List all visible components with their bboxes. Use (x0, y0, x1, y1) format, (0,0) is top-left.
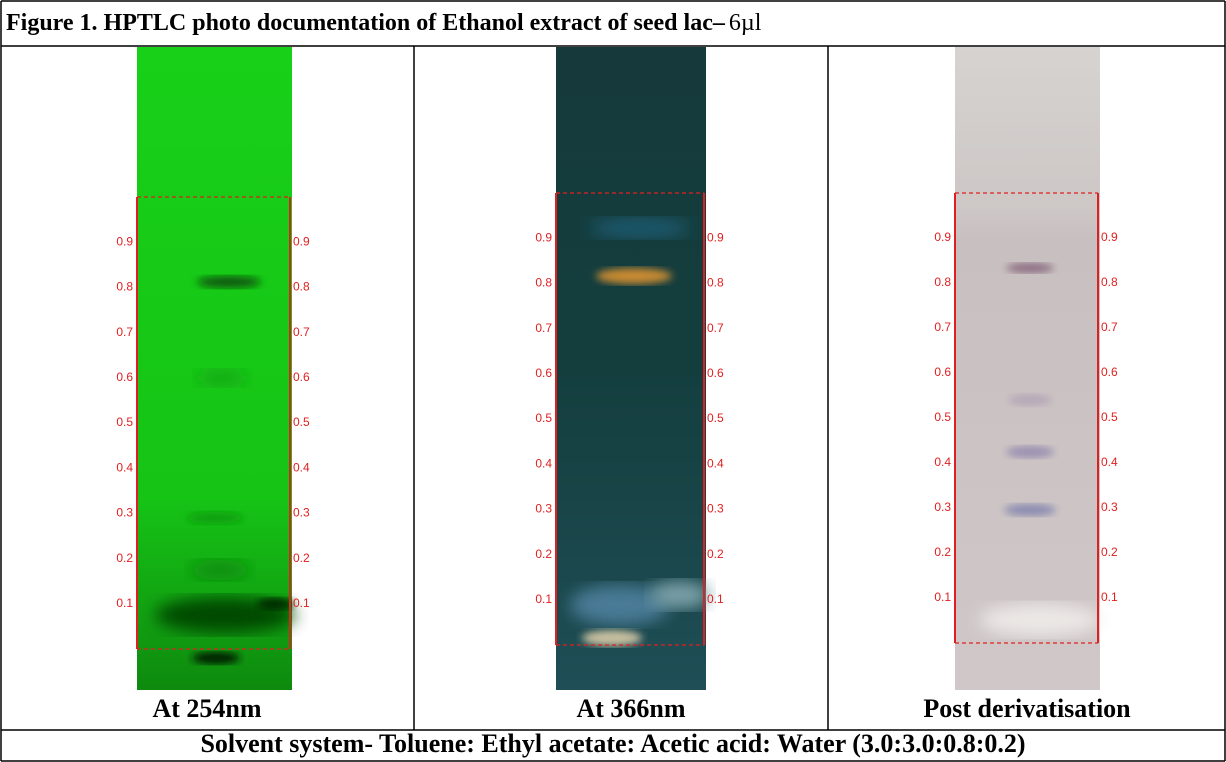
tlc-panel: 0.9 0.9 0.8 0.8 0.7 0.7 0.6 0.6 0.5 0.5 0.4 0.4 0.3 0… (116, 47, 310, 723)
figure: Figure 1. HPTLC photo documentation of E… (0, 0, 1226, 762)
rf-label: 0.6 (707, 366, 724, 380)
rf-label: 0.7 (934, 320, 951, 334)
rf-label: 0.3 (116, 506, 133, 520)
band (596, 268, 672, 284)
rf-label: 0.5 (535, 411, 552, 425)
rf-label: 0.7 (707, 321, 724, 335)
rf-label: 0.1 (293, 596, 310, 610)
rf-label: 0.6 (934, 365, 951, 379)
rf-label: 0.9 (535, 230, 552, 244)
rf-label: 0.4 (1101, 455, 1118, 469)
rf-label: 0.3 (535, 502, 552, 516)
plates: 0.9 0.9 0.8 0.8 0.7 0.7 0.6 0.6 0.5 0.5 0.4 0.4 0.3 0… (116, 47, 1131, 723)
rf-label: 0.5 (293, 415, 310, 429)
rf-label: 0.9 (1101, 230, 1118, 244)
rf-label: 0.4 (707, 456, 724, 470)
rf-label: 0.1 (535, 592, 552, 606)
rf-label: 0.4 (934, 455, 951, 469)
rf-label: 0.5 (1101, 410, 1118, 424)
plate-image (137, 47, 292, 690)
rf-label: 0.3 (707, 502, 724, 516)
rf-label: 0.1 (116, 596, 133, 610)
rf-label: 0.4 (535, 456, 552, 470)
rf-label: 0.2 (1101, 545, 1118, 559)
band (257, 598, 293, 610)
rf-label: 0.9 (934, 230, 951, 244)
plate-image (955, 47, 1100, 690)
rf-label: 0.7 (293, 325, 310, 339)
rf-label: 0.8 (1101, 275, 1118, 289)
title-dose: 6µl (729, 10, 762, 36)
rf-label: 0.7 (1101, 320, 1118, 334)
rf-label: 0.4 (293, 460, 310, 474)
band (1004, 504, 1056, 516)
rf-label: 0.2 (116, 551, 133, 565)
rf-label: 0.7 (535, 321, 552, 335)
band (197, 370, 247, 386)
band (1006, 446, 1054, 458)
band (192, 652, 240, 664)
footer: Solvent system- Toluene: Ethyl acetate: … (200, 729, 1025, 758)
panel-caption: At 366nm (576, 694, 685, 723)
rf-label: 0.3 (1101, 500, 1118, 514)
band (582, 630, 642, 646)
rf-label: 0.9 (707, 230, 724, 244)
rf-label: 0.5 (116, 415, 133, 429)
rf-label: 0.2 (535, 547, 552, 561)
band (190, 560, 250, 580)
rf-label: 0.6 (1101, 365, 1118, 379)
rf-label: 0.9 (116, 234, 133, 248)
title: Figure 1. HPTLC photo documentation of E… (6, 10, 762, 36)
rf-label: 0.8 (707, 276, 724, 290)
rf-label: 0.7 (116, 325, 133, 339)
band (197, 276, 261, 288)
band (187, 512, 243, 524)
rf-label: 0.1 (934, 590, 951, 604)
rf-label: 0.6 (535, 366, 552, 380)
tlc-panel: 0.9 0.9 0.8 0.8 0.7 0.7 0.6 0.6 0.5 0.5 0.4 0.4 0.3 0… (535, 47, 724, 723)
rf-label: 0.5 (934, 410, 951, 424)
band (980, 604, 1100, 636)
rf-label: 0.2 (293, 551, 310, 565)
panel-caption: At 254nm (152, 694, 261, 723)
rf-label: 0.8 (934, 275, 951, 289)
title-text: Figure 1. HPTLC photo documentation of E… (6, 10, 726, 36)
panel-caption: Post derivatisation (923, 694, 1131, 723)
band (650, 581, 710, 609)
rf-label: 0.2 (707, 547, 724, 561)
rf-label: 0.2 (934, 545, 951, 559)
band (1008, 394, 1052, 406)
rf-label: 0.5 (707, 411, 724, 425)
rf-label: 0.3 (293, 506, 310, 520)
band (590, 218, 690, 238)
rf-label: 0.9 (293, 234, 310, 248)
band (1006, 263, 1054, 273)
rf-label: 0.8 (116, 280, 133, 294)
rf-label: 0.6 (293, 370, 310, 384)
rf-label: 0.4 (116, 460, 133, 474)
rf-label: 0.3 (934, 500, 951, 514)
rf-label: 0.1 (707, 592, 724, 606)
rf-label: 0.8 (535, 276, 552, 290)
rf-label: 0.6 (116, 370, 133, 384)
rf-label: 0.8 (293, 280, 310, 294)
rf-label: 0.1 (1101, 590, 1118, 604)
